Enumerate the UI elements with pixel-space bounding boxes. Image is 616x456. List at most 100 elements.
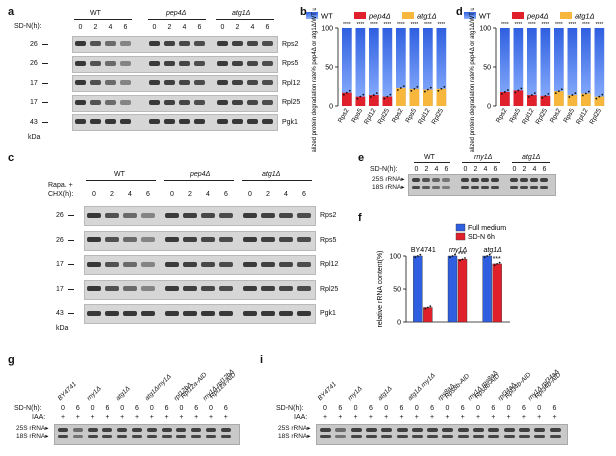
- panel-i-25s-band: [427, 428, 439, 432]
- a-timepoint: 0: [220, 24, 225, 31]
- panel-f-data-point: [429, 305, 432, 308]
- panel-f-data-point: [426, 306, 429, 309]
- panel-d-data-point: [530, 94, 533, 96]
- panel-i-lane-label: BY4741: [316, 380, 339, 403]
- a-band: [105, 60, 116, 66]
- panel-g-25s-band: [220, 428, 231, 432]
- a-band: [217, 119, 228, 124]
- a-band: [120, 60, 131, 66]
- panel-i-row2-value: +: [445, 414, 450, 421]
- panel-b-legend-label: atg1Δ: [417, 12, 437, 21]
- panel-f-data-point: [419, 253, 422, 256]
- a-band: [217, 41, 228, 46]
- c-marker: 43: [56, 310, 64, 317]
- panel-b-bar-wt: [369, 28, 379, 106]
- c-band: [123, 237, 137, 242]
- panel-g-25s-band: [161, 428, 172, 432]
- a-timepoint: 2: [167, 24, 172, 31]
- panel-d-bar-wt: [527, 28, 537, 106]
- a-band: [75, 80, 86, 85]
- panel-b-legend-swatch: [354, 12, 366, 19]
- panel-i-25s-band: [503, 428, 515, 432]
- panel-e-timepoint: 0: [512, 166, 517, 173]
- panel-f-data-point: [488, 253, 491, 256]
- panel-g-25s-band: [146, 428, 157, 432]
- panel-i-row2-value: +: [460, 414, 465, 421]
- panel-g-row1-value: 6: [164, 405, 169, 412]
- panel-b-legend-label: WT: [321, 12, 333, 21]
- a-band: [75, 60, 86, 66]
- c-band: [279, 261, 293, 267]
- c-timepoint: 2: [110, 191, 114, 198]
- panel-i-row2-value: +: [338, 414, 343, 421]
- panel-i-18s-band: [335, 435, 347, 438]
- c-band: [183, 237, 197, 242]
- c-band: [141, 261, 155, 267]
- panel-g-row2-value: +: [223, 414, 228, 421]
- panel-i-25s-band: [365, 428, 377, 432]
- a-band: [149, 119, 160, 124]
- panel-i-row1-value: 6: [521, 405, 526, 412]
- a-protein-label: Rps5: [282, 60, 299, 67]
- a-band: [262, 41, 273, 46]
- panel-f-category-label: atg1Δ: [484, 247, 503, 254]
- panel-f-legend-label: SD-N 6h: [468, 234, 495, 241]
- a-protein-label: Rpl12: [282, 79, 301, 87]
- a-marker: 43: [30, 118, 38, 126]
- panel-i-row1-value: 0: [445, 405, 450, 412]
- c-timepoint: 4: [128, 191, 132, 198]
- panel-b-bar-wt: [355, 28, 366, 106]
- a-blot-strip: [72, 55, 278, 73]
- panel-b-legend-label: pep4Δ: [368, 12, 391, 21]
- c-band: [165, 286, 179, 291]
- panel-e-18s-band: [481, 186, 489, 189]
- panel-c-condition-label-1: Rapa. +: [48, 182, 73, 189]
- panel-b-legend-swatch: [306, 12, 318, 19]
- c-timepoint: 0: [170, 191, 174, 198]
- panel-d-bar-mutant: [554, 91, 564, 106]
- c-band: [243, 212, 257, 218]
- c-band: [201, 286, 215, 291]
- panel-d-significance: ****: [582, 22, 590, 28]
- panel-b-data-point: [443, 85, 446, 88]
- panel-c-group-line-atg1: [242, 180, 312, 181]
- panel-e-group-line-atg1: [512, 162, 550, 163]
- panel-i-row1-value: 0: [353, 405, 358, 412]
- panel-g-band-18s: 18S rRNA▸: [16, 433, 49, 440]
- panel-g-18s-band: [102, 435, 113, 438]
- c-band: [105, 212, 119, 218]
- panel-d-significance: ****: [514, 22, 522, 28]
- panel-e-group-line-rny1: [462, 162, 500, 163]
- a-marker-tick: [42, 121, 48, 123]
- c-blot-strip: [84, 230, 316, 251]
- panel-f-data-point: [454, 253, 456, 256]
- panel-i-row2-value: +: [506, 414, 511, 421]
- c-marker-tick: [68, 313, 74, 314]
- panel-g-row2-value: +: [60, 414, 66, 421]
- panel-g-18s-band: [132, 435, 142, 438]
- panel-i-25s-band: [534, 428, 546, 432]
- panel-g-row2-value: +: [90, 414, 95, 421]
- c-band: [165, 261, 179, 267]
- panel-d-legend-swatch: [464, 12, 476, 19]
- panel-e-25s-band: [422, 178, 430, 182]
- a-band: [75, 41, 86, 46]
- panel-e-timepoint: 6: [493, 166, 498, 173]
- panel-f-y-axis-label: relative rRNA content(%): [377, 250, 384, 327]
- a-band: [164, 41, 175, 46]
- panel-d-bar-mutant: [594, 96, 605, 106]
- panel-d-x-tick-label: Rps5: [508, 107, 522, 124]
- panel-e-25s-band: [412, 178, 420, 182]
- c-band: [297, 286, 311, 291]
- panel-g-row1-value: 0: [179, 405, 184, 412]
- panel-g-18s-band: [117, 435, 128, 438]
- panel-a-group-wt: WT: [90, 10, 101, 17]
- c-timepoint: 0: [248, 191, 252, 198]
- panel-g-row1-value: 6: [135, 405, 139, 412]
- panel-b-data-point: [396, 89, 399, 91]
- c-band: [297, 310, 311, 316]
- panel-i-18s-band: [488, 435, 500, 438]
- c-marker: 17: [56, 285, 64, 293]
